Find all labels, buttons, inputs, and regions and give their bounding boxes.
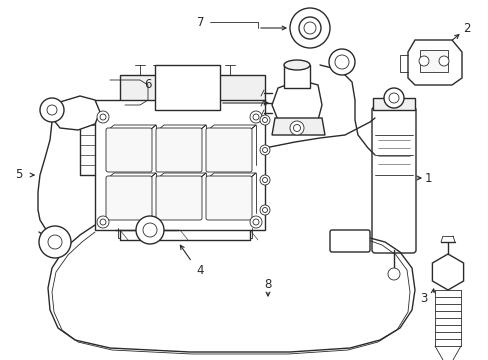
Circle shape xyxy=(260,145,269,155)
Polygon shape xyxy=(52,96,100,130)
Circle shape xyxy=(289,8,329,48)
Circle shape xyxy=(97,216,109,228)
Text: 6: 6 xyxy=(144,78,152,91)
FancyBboxPatch shape xyxy=(156,176,202,220)
Text: 2: 2 xyxy=(462,22,469,35)
Circle shape xyxy=(97,111,109,123)
Circle shape xyxy=(40,98,64,122)
Circle shape xyxy=(328,49,354,75)
Polygon shape xyxy=(419,50,447,72)
Circle shape xyxy=(388,93,398,103)
Circle shape xyxy=(262,117,267,122)
Text: 8: 8 xyxy=(264,279,271,292)
Polygon shape xyxy=(372,98,414,110)
FancyBboxPatch shape xyxy=(106,176,152,220)
FancyBboxPatch shape xyxy=(329,230,369,252)
Circle shape xyxy=(418,56,428,66)
Polygon shape xyxy=(284,65,309,88)
FancyBboxPatch shape xyxy=(156,128,202,172)
Circle shape xyxy=(39,226,71,258)
Circle shape xyxy=(48,235,62,249)
Circle shape xyxy=(249,216,262,228)
Polygon shape xyxy=(271,80,321,125)
Circle shape xyxy=(260,205,269,215)
Polygon shape xyxy=(271,118,325,135)
Circle shape xyxy=(262,177,267,183)
Polygon shape xyxy=(95,100,264,230)
Circle shape xyxy=(383,88,403,108)
FancyBboxPatch shape xyxy=(205,128,251,172)
Text: 7: 7 xyxy=(197,15,204,28)
Ellipse shape xyxy=(284,60,309,70)
Circle shape xyxy=(47,105,57,115)
Circle shape xyxy=(298,17,320,39)
Circle shape xyxy=(387,268,399,280)
FancyBboxPatch shape xyxy=(106,128,152,172)
Text: 5: 5 xyxy=(15,168,22,181)
Bar xyxy=(155,65,220,110)
Circle shape xyxy=(438,56,448,66)
Polygon shape xyxy=(431,254,463,290)
FancyBboxPatch shape xyxy=(205,176,251,220)
Circle shape xyxy=(249,111,262,123)
Circle shape xyxy=(334,55,348,69)
Circle shape xyxy=(252,219,259,225)
Circle shape xyxy=(142,223,157,237)
Polygon shape xyxy=(407,40,461,85)
Circle shape xyxy=(260,115,269,125)
Text: 4: 4 xyxy=(196,264,203,276)
Circle shape xyxy=(100,114,106,120)
Circle shape xyxy=(304,22,315,34)
Circle shape xyxy=(262,207,267,212)
Circle shape xyxy=(260,175,269,185)
Circle shape xyxy=(289,121,304,135)
Polygon shape xyxy=(120,75,264,105)
Text: 1: 1 xyxy=(424,171,431,184)
Circle shape xyxy=(262,148,267,153)
Circle shape xyxy=(100,219,106,225)
Circle shape xyxy=(136,216,163,244)
Text: 3: 3 xyxy=(420,292,427,305)
Circle shape xyxy=(252,114,259,120)
FancyBboxPatch shape xyxy=(371,107,415,253)
Circle shape xyxy=(293,125,300,131)
